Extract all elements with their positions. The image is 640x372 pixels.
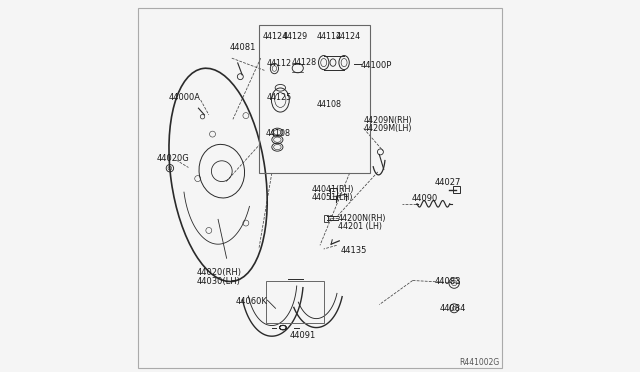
Text: 44108: 44108: [316, 100, 341, 109]
Text: 44041(RH): 44041(RH): [312, 185, 355, 194]
Text: 44124: 44124: [262, 32, 288, 41]
Text: 44125: 44125: [266, 93, 291, 102]
Text: 44083: 44083: [434, 277, 461, 286]
Text: 44020G: 44020G: [156, 154, 189, 164]
Text: 44090: 44090: [412, 194, 438, 203]
Text: 44030(LH): 44030(LH): [197, 277, 241, 286]
Text: 44200N(RH): 44200N(RH): [338, 214, 387, 223]
Text: 44128: 44128: [291, 58, 317, 67]
Bar: [453, 186, 460, 193]
Text: 44201 (LH): 44201 (LH): [338, 222, 382, 231]
Text: 44027: 44027: [435, 178, 461, 187]
Text: 44051(LH): 44051(LH): [312, 193, 353, 202]
Text: 44020(RH): 44020(RH): [197, 267, 242, 276]
Text: 44060K: 44060K: [236, 297, 268, 306]
Bar: [324, 215, 328, 222]
Text: 44209M(LH): 44209M(LH): [364, 124, 412, 133]
Text: 44209N(RH): 44209N(RH): [364, 116, 412, 125]
Text: 44100P: 44100P: [361, 61, 392, 70]
Text: 44000A: 44000A: [169, 93, 201, 102]
Bar: [330, 188, 337, 199]
Text: 44108: 44108: [265, 129, 290, 138]
Text: 44112: 44112: [266, 59, 291, 68]
Bar: [266, 280, 324, 323]
Text: 44084: 44084: [439, 304, 466, 313]
Text: 44091: 44091: [290, 331, 316, 340]
Text: 44112: 44112: [316, 32, 341, 41]
Text: 44124: 44124: [336, 32, 361, 41]
Text: 44135: 44135: [340, 246, 367, 255]
Text: 44129: 44129: [283, 32, 308, 41]
Text: 44081: 44081: [229, 43, 255, 52]
Bar: [259, 25, 370, 173]
Text: R441002G: R441002G: [459, 358, 499, 367]
